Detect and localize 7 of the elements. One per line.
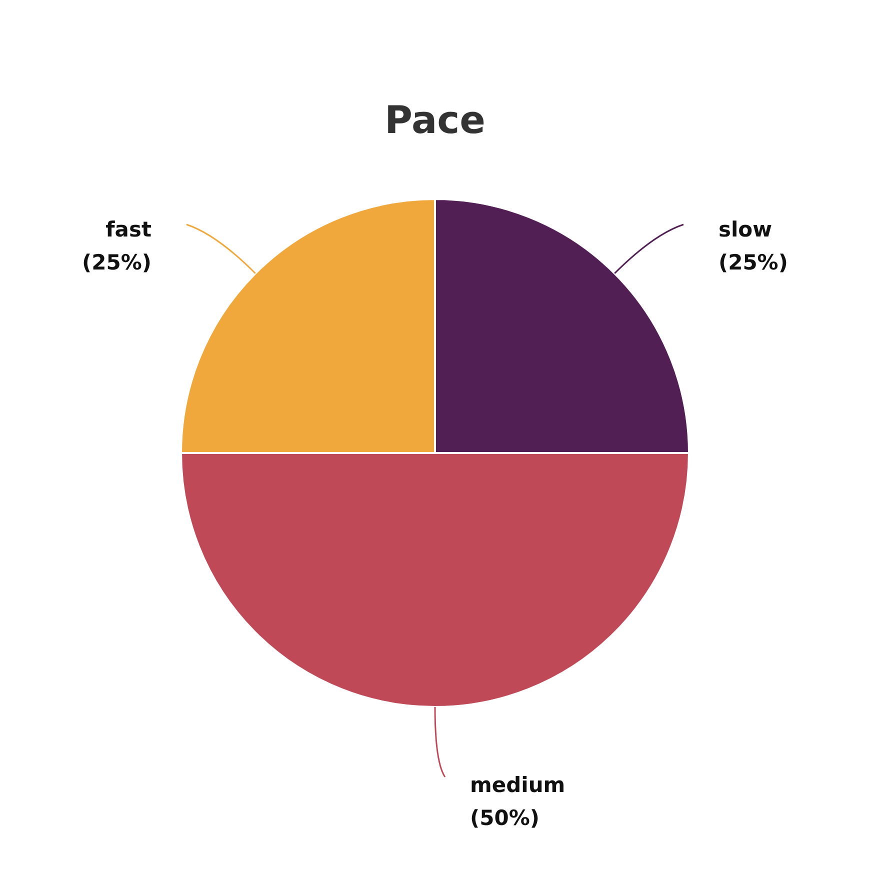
slice-label: fast bbox=[106, 218, 152, 242]
data-label: (25%) bbox=[82, 250, 152, 275]
data-label: (25%) bbox=[718, 250, 788, 275]
slice-label: slow bbox=[718, 218, 772, 242]
data-label: (50%) bbox=[470, 806, 540, 830]
chart-title: Pace bbox=[384, 98, 486, 142]
slice-label: medium bbox=[470, 773, 566, 797]
